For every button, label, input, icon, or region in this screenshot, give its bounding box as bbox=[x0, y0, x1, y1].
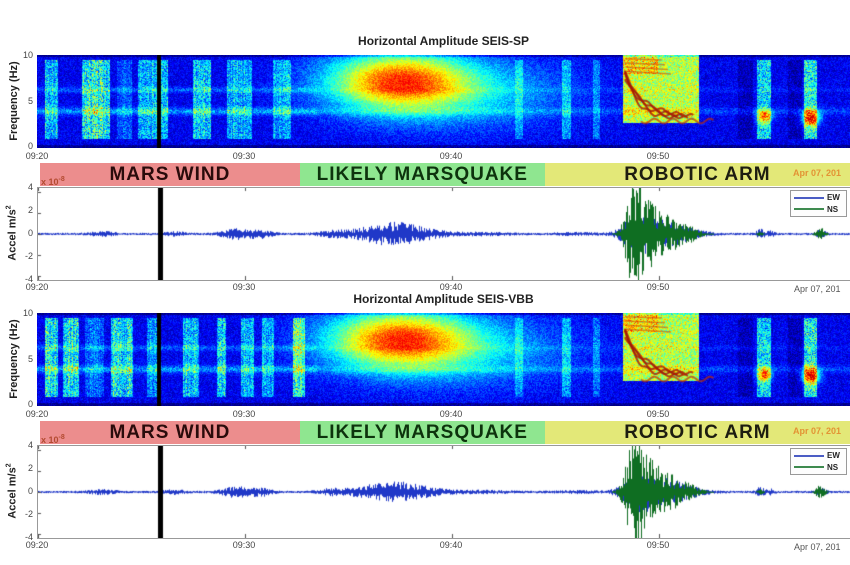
freq-tick-10: 10 bbox=[22, 308, 33, 318]
legend-item-ew: EW bbox=[794, 451, 843, 460]
time-tick: 09:50 bbox=[646, 540, 670, 550]
accel-tick: 0 bbox=[27, 486, 33, 496]
band-likely-marsquake: LIKELY MARSQUAKE bbox=[299, 421, 545, 444]
accel-tick: -2 bbox=[24, 509, 33, 519]
waveform-legend: EW NS bbox=[790, 448, 847, 475]
legend-item-ns: NS bbox=[794, 205, 843, 214]
time-tick: 09:50 bbox=[646, 151, 670, 161]
y-exponent-label: x 10-8 bbox=[41, 176, 65, 187]
time-tick: 09:20 bbox=[25, 282, 49, 292]
time-tick: 09:20 bbox=[25, 540, 49, 550]
time-tick: 09:40 bbox=[439, 151, 463, 161]
time-tick: 09:20 bbox=[25, 409, 49, 419]
waveform-sp-canvas bbox=[37, 187, 850, 281]
legend-item-ns: NS bbox=[794, 463, 843, 472]
band-mars-wind: MARS WIND bbox=[40, 163, 300, 186]
time-tick: 09:50 bbox=[646, 282, 670, 292]
y-exponent-label: x 10-8 bbox=[41, 434, 65, 445]
freq-tick-0: 0 bbox=[27, 141, 33, 151]
date-label: Apr 07, 201 bbox=[794, 542, 841, 552]
time-tick: 09:40 bbox=[439, 540, 463, 550]
spectrogram-vbb-title: Horizontal Amplitude SEIS-VBB bbox=[353, 292, 534, 306]
accel-tick: 4 bbox=[27, 440, 33, 450]
spectrogram-sp-title: Horizontal Amplitude SEIS-SP bbox=[358, 34, 529, 48]
accel-tick: -4 bbox=[24, 274, 33, 284]
accel-tick: -2 bbox=[24, 251, 33, 261]
time-tick: 09:30 bbox=[232, 540, 256, 550]
band-date-label: Apr 07, 201 bbox=[793, 426, 842, 436]
band-robotic-arm: ROBOTIC ARM bbox=[544, 163, 850, 186]
accel-tick: -4 bbox=[24, 532, 33, 542]
time-tick: 09:40 bbox=[439, 282, 463, 292]
ns-line-sample bbox=[794, 208, 824, 211]
spectrogram-sp-canvas bbox=[37, 55, 850, 148]
time-tick: 09:50 bbox=[646, 409, 670, 419]
freq-tick-5: 5 bbox=[27, 96, 33, 106]
waveform-legend: EW NS bbox=[790, 190, 847, 217]
legend-item-ew: EW bbox=[794, 193, 843, 202]
freq-tick-5: 5 bbox=[27, 354, 33, 364]
waveform-vbb-canvas bbox=[37, 445, 850, 539]
spectrogram-vbb-canvas bbox=[37, 313, 850, 406]
ew-line-sample bbox=[794, 454, 824, 457]
accel-tick: 2 bbox=[27, 205, 33, 215]
freq-tick-10: 10 bbox=[22, 50, 33, 60]
band-robotic-arm: ROBOTIC ARM bbox=[544, 421, 850, 444]
time-tick: 09:30 bbox=[232, 151, 256, 161]
freq-tick-0: 0 bbox=[27, 399, 33, 409]
accel-tick: 4 bbox=[27, 182, 33, 192]
date-label: Apr 07, 201 bbox=[794, 284, 841, 294]
ew-line-sample bbox=[794, 196, 824, 199]
time-tick: 09:20 bbox=[25, 151, 49, 161]
accel-tick: 2 bbox=[27, 463, 33, 473]
time-tick: 09:30 bbox=[232, 409, 256, 419]
ns-line-sample bbox=[794, 466, 824, 469]
time-tick: 09:40 bbox=[439, 409, 463, 419]
time-tick: 09:30 bbox=[232, 282, 256, 292]
band-mars-wind: MARS WIND bbox=[40, 421, 300, 444]
accel-tick: 0 bbox=[27, 228, 33, 238]
band-date-label: Apr 07, 201 bbox=[793, 168, 842, 178]
band-likely-marsquake: LIKELY MARSQUAKE bbox=[299, 163, 545, 186]
